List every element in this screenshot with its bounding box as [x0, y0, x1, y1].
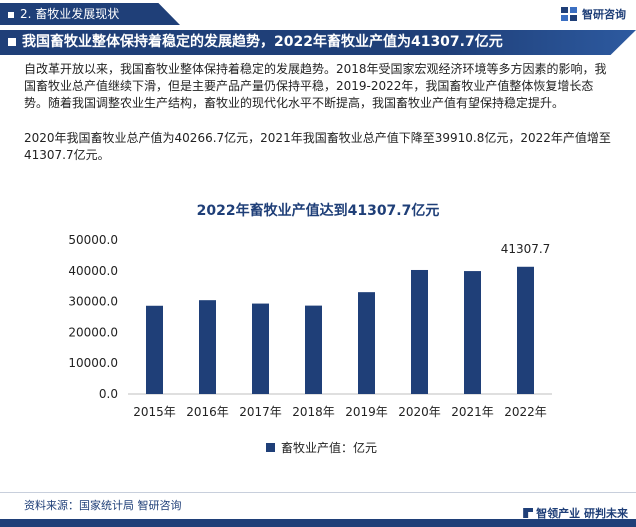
x-tick-label: 2020年	[398, 405, 441, 419]
data-label: 41307.7	[501, 242, 551, 256]
section-title: 2. 畜牧业发展现状	[20, 7, 120, 21]
bar	[252, 303, 269, 394]
bullet-square-icon	[8, 38, 16, 46]
bar	[411, 269, 428, 394]
top-bar: 2. 畜牧业发展现状 智研咨询	[0, 0, 636, 28]
bullet-square-icon	[8, 11, 14, 18]
bar	[464, 271, 481, 394]
bar	[358, 292, 375, 394]
footer-slogan-block: 智领产业 研判未来	[523, 505, 628, 521]
x-tick-label: 2018年	[292, 405, 335, 419]
brand-logo-icon	[561, 7, 577, 21]
x-tick-label: 2015年	[133, 405, 176, 419]
legend-swatch	[266, 443, 275, 452]
y-tick-label: 20000.0	[68, 325, 118, 339]
x-tick-label: 2017年	[239, 405, 282, 419]
footer-slogan: 智领产业 研判未来	[536, 507, 628, 520]
headline-text: 我国畜牧业整体保持着稳定的发展趋势，2022年畜牧业产值为41307.7亿元	[22, 34, 503, 50]
bar	[146, 305, 163, 394]
bar	[199, 300, 216, 394]
section-tag: 2. 畜牧业发展现状	[0, 3, 180, 25]
x-tick-label: 2019年	[345, 405, 388, 419]
y-tick-label: 10000.0	[68, 356, 118, 370]
headline-banner: 我国畜牧业整体保持着稳定的发展趋势，2022年畜牧业产值为41307.7亿元	[0, 30, 636, 55]
y-tick-label: 50000.0	[68, 233, 118, 247]
x-tick-label: 2016年	[186, 405, 229, 419]
legend-label: 畜牧业产值：亿元	[281, 440, 377, 455]
brand-name: 智研咨询	[582, 8, 626, 21]
footer-divider	[0, 492, 636, 493]
y-tick-label: 0.0	[99, 387, 118, 401]
footer-logo-icon	[523, 508, 534, 518]
y-tick-label: 40000.0	[68, 264, 118, 278]
paragraph-figures: 2020年我国畜牧业总产值为40266.7亿元，2021年我国畜牧业总产值下降至…	[24, 131, 611, 162]
brand: 智研咨询	[560, 5, 626, 23]
x-tick-label: 2022年	[504, 405, 547, 419]
bar	[517, 266, 534, 394]
bar	[305, 305, 322, 394]
bottom-bar	[0, 519, 636, 527]
x-tick-label: 2021年	[451, 405, 494, 419]
paragraph-intro: 自改革开放以来，我国畜牧业整体保持着稳定的发展趋势。2018年受国家宏观经济环境…	[24, 62, 607, 110]
source-note: 资料来源：国家统计局 智研咨询	[24, 499, 182, 512]
y-tick-label: 30000.0	[68, 295, 118, 309]
chart-title: 2022年畜牧业产值达到41307.7亿元	[196, 203, 440, 219]
bar-chart: 0.0 10000.0 20000.0 30000.0 40000.0 50000.0 20…	[68, 233, 552, 455]
